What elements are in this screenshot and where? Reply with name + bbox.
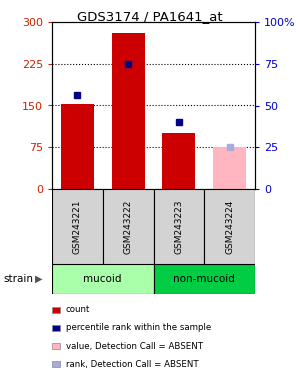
Text: rank, Detection Call = ABSENT: rank, Detection Call = ABSENT xyxy=(65,359,198,369)
Text: GSM243224: GSM243224 xyxy=(225,199,234,254)
Bar xyxy=(154,264,255,294)
Text: non-mucoid: non-mucoid xyxy=(173,274,235,284)
Bar xyxy=(112,33,145,189)
Bar xyxy=(52,264,154,294)
Text: GSM243222: GSM243222 xyxy=(124,199,133,254)
Bar xyxy=(154,189,204,264)
Bar xyxy=(213,147,246,189)
Text: GSM243223: GSM243223 xyxy=(174,199,183,254)
Text: mucoid: mucoid xyxy=(83,274,122,284)
Text: strain: strain xyxy=(3,274,33,284)
Bar xyxy=(52,189,103,264)
Bar xyxy=(204,189,255,264)
Text: count: count xyxy=(65,306,90,314)
Text: value, Detection Call = ABSENT: value, Detection Call = ABSENT xyxy=(65,341,203,351)
Text: GDS3174 / PA1641_at: GDS3174 / PA1641_at xyxy=(77,10,223,23)
Text: percentile rank within the sample: percentile rank within the sample xyxy=(65,323,211,333)
Bar xyxy=(162,133,195,189)
Text: GSM243221: GSM243221 xyxy=(73,199,82,254)
Bar xyxy=(61,104,94,189)
Text: ▶: ▶ xyxy=(34,274,42,284)
Bar xyxy=(103,189,154,264)
